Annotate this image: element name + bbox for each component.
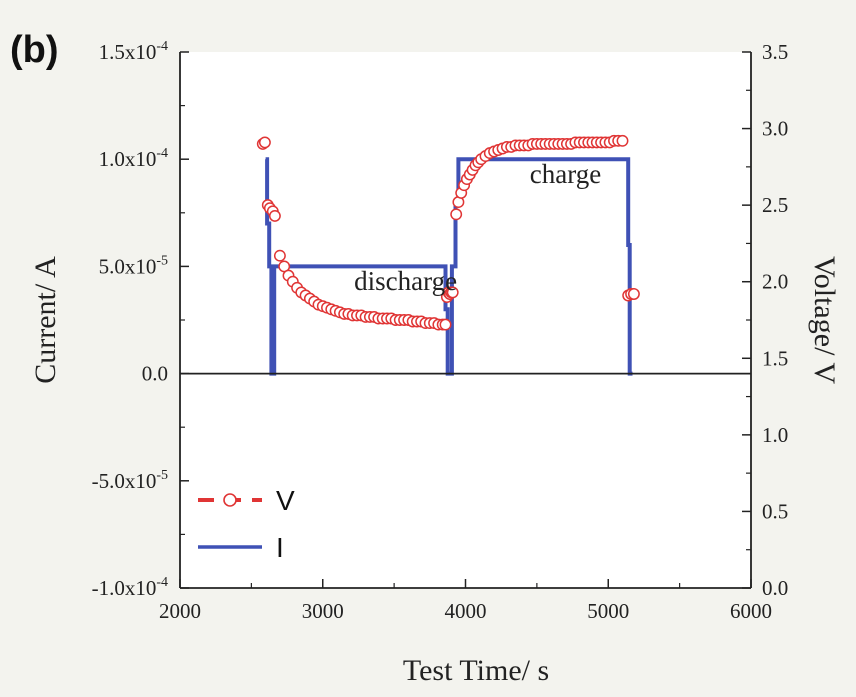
annotation-discharge: discharge	[354, 266, 457, 296]
series-layer	[256, 134, 640, 376]
y-right-tick-label: 3.0	[762, 117, 788, 141]
annotation-layer: discharge charge	[354, 159, 601, 296]
voltage-point	[258, 136, 271, 149]
legend-voltage-label: V	[276, 485, 295, 516]
y-right-tick-label: 2.5	[762, 193, 788, 217]
annotation-charge: charge	[530, 159, 601, 189]
voltage-point	[616, 134, 629, 147]
y-left-tick-label: 1.5x10-4	[99, 39, 168, 64]
panel-label: (b)	[10, 29, 59, 71]
y-left-tick-label: -5.0x10-5	[92, 468, 168, 493]
y-right-tick-label: 0.5	[762, 499, 788, 523]
plot-area	[180, 52, 751, 588]
y-left-tick-label: 0.0	[142, 362, 168, 386]
legend-voltage-marker	[223, 493, 237, 507]
voltage-point	[439, 318, 452, 331]
y-right-tick-label: 1.5	[762, 346, 788, 370]
y-right-tick-label: 2.0	[762, 270, 788, 294]
voltage-point	[268, 209, 281, 222]
x-tick-label: 2000	[159, 599, 201, 623]
y-left-tick-label: 5.0x10-5	[99, 253, 168, 278]
y-right-tick-label: 1.0	[762, 423, 788, 447]
legend-current-label: I	[276, 532, 284, 563]
series-current-line	[265, 157, 633, 376]
voltage-point	[446, 286, 459, 299]
y-right-axis-label: Voltage/ V	[808, 256, 841, 384]
y-right-tick-label: 3.5	[762, 40, 788, 64]
voltage-point	[450, 208, 463, 221]
x-tick-label: 5000	[587, 599, 629, 623]
axes-layer	[179, 52, 752, 589]
voltage-point	[273, 249, 286, 262]
y-right-tick-group: 0.0 0.5 1.0 1.5 2.0 2.5 3.0 3.5	[742, 40, 788, 600]
legend: V I	[198, 485, 295, 563]
x-tick-label: 4000	[445, 599, 487, 623]
x-tick-group: 2000 3000 4000 5000 6000	[159, 579, 772, 623]
y-right-tick-label: 0.0	[762, 576, 788, 600]
voltage-point	[627, 288, 640, 300]
x-tick-label: 6000	[730, 599, 772, 623]
x-axis-label: Test Time/ s	[403, 654, 549, 687]
y-left-axis-label: Current/ A	[29, 256, 62, 384]
x-tick-label: 3000	[302, 599, 344, 623]
y-left-tick-label: -1.0x10-4	[92, 575, 168, 600]
y-left-tick-group: 1.5x10-4 1.0x10-4 5.0x10-5 0.0 -5.0x10-5 -1.0…	[92, 39, 189, 600]
y-left-tick-label: 1.0x10-4	[99, 146, 168, 171]
